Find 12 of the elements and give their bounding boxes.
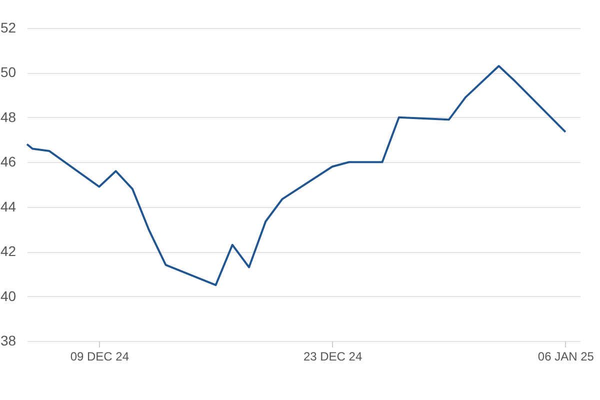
y-tick-label: 44	[0, 198, 16, 214]
y-tick-label: 38	[0, 332, 16, 348]
x-tick-label: 06 JAN 25	[538, 350, 594, 364]
x-tick-label: 09 DEC 24	[70, 350, 130, 364]
y-tick-label: 42	[0, 243, 16, 260]
y-tick-label: 48	[0, 108, 16, 125]
x-tick-label: 23 DEC 24	[303, 350, 362, 364]
y-tick-label: 50	[0, 64, 16, 80]
y-tick-label: 46	[0, 154, 16, 170]
y-tick-label: 40	[0, 288, 16, 304]
y-tick-label: 52	[0, 20, 16, 36]
line-series	[26, 65, 566, 286]
